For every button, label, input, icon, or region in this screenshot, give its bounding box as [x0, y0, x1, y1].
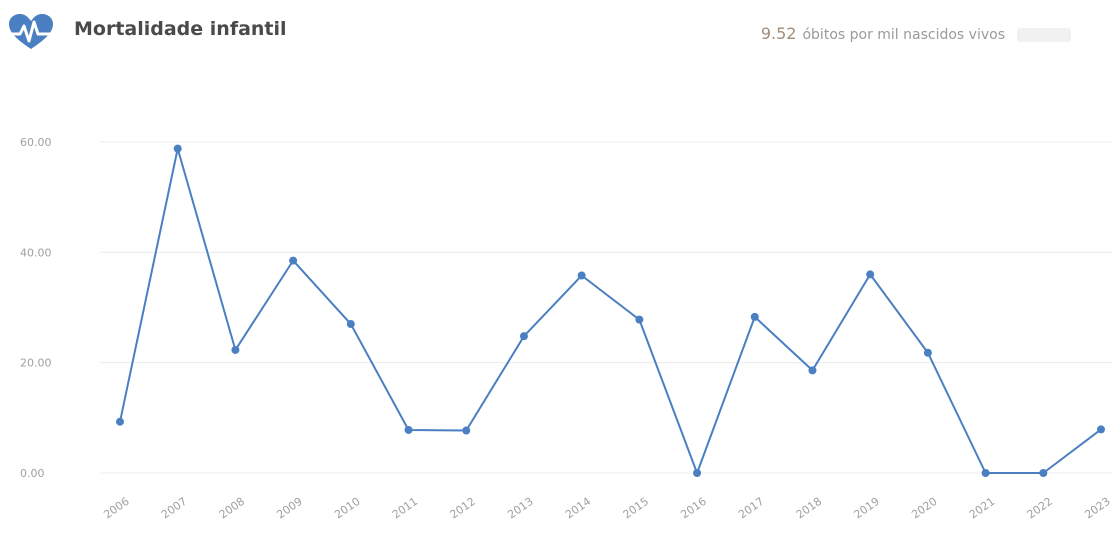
x-tick-label: 2015 [621, 495, 651, 522]
data-point [808, 366, 817, 375]
x-tick-label: 2008 [217, 495, 247, 522]
x-tick-label: 2018 [794, 495, 824, 522]
data-point [866, 270, 875, 279]
x-tick-label: 2009 [274, 495, 304, 522]
y-tick-label: 60.00 [20, 136, 52, 149]
x-tick-label: 2012 [448, 495, 478, 522]
data-point [116, 417, 124, 426]
y-tick-label: 0.00 [20, 467, 45, 480]
data-point [693, 469, 702, 477]
summary-badge [1017, 28, 1071, 42]
summary-value: 9.52 [760, 24, 797, 43]
data-point [1039, 469, 1048, 477]
data-point [923, 348, 932, 357]
x-tick-label: 2017 [736, 495, 766, 522]
data-point [231, 345, 240, 354]
data-point [1097, 425, 1105, 434]
data-point [981, 469, 990, 477]
summary-unit: óbitos por mil nascidos vivos [802, 27, 1005, 43]
data-point [289, 256, 298, 265]
summary-indicator: 9.52 óbitos por mil nascidos vivos [761, 24, 1071, 43]
data-point [173, 144, 182, 153]
x-tick-label: 2006 [101, 495, 131, 522]
series-line [119, 147, 1102, 474]
data-point [750, 312, 759, 321]
x-tick-label: 2011 [390, 495, 420, 522]
x-tick-label: 2020 [909, 495, 939, 522]
y-tick-label: 20.00 [20, 357, 52, 370]
data-point [462, 426, 471, 435]
x-tick-label: 2019 [852, 495, 882, 522]
x-tick-label: 2023 [1082, 495, 1112, 522]
data-point [346, 320, 355, 329]
x-tick-label: 2021 [967, 495, 997, 522]
x-tick-label: 2010 [332, 495, 362, 522]
y-tick-label: 40.00 [20, 246, 52, 259]
data-point [519, 332, 528, 341]
data-point [404, 425, 413, 434]
x-tick-label: 2014 [563, 495, 593, 522]
x-tick-label: 2022 [1025, 495, 1055, 522]
x-tick-label: 2016 [678, 495, 708, 522]
page-title: Mortalidade infantil [74, 18, 287, 40]
x-tick-label: 2013 [505, 495, 535, 522]
data-point [635, 315, 644, 324]
chart-header: Mortalidade infantil 9.52 óbitos por mil … [0, 0, 1117, 70]
heart-pulse-icon [6, 14, 56, 49]
x-tick-label: 2007 [159, 495, 189, 522]
data-point [577, 271, 586, 280]
